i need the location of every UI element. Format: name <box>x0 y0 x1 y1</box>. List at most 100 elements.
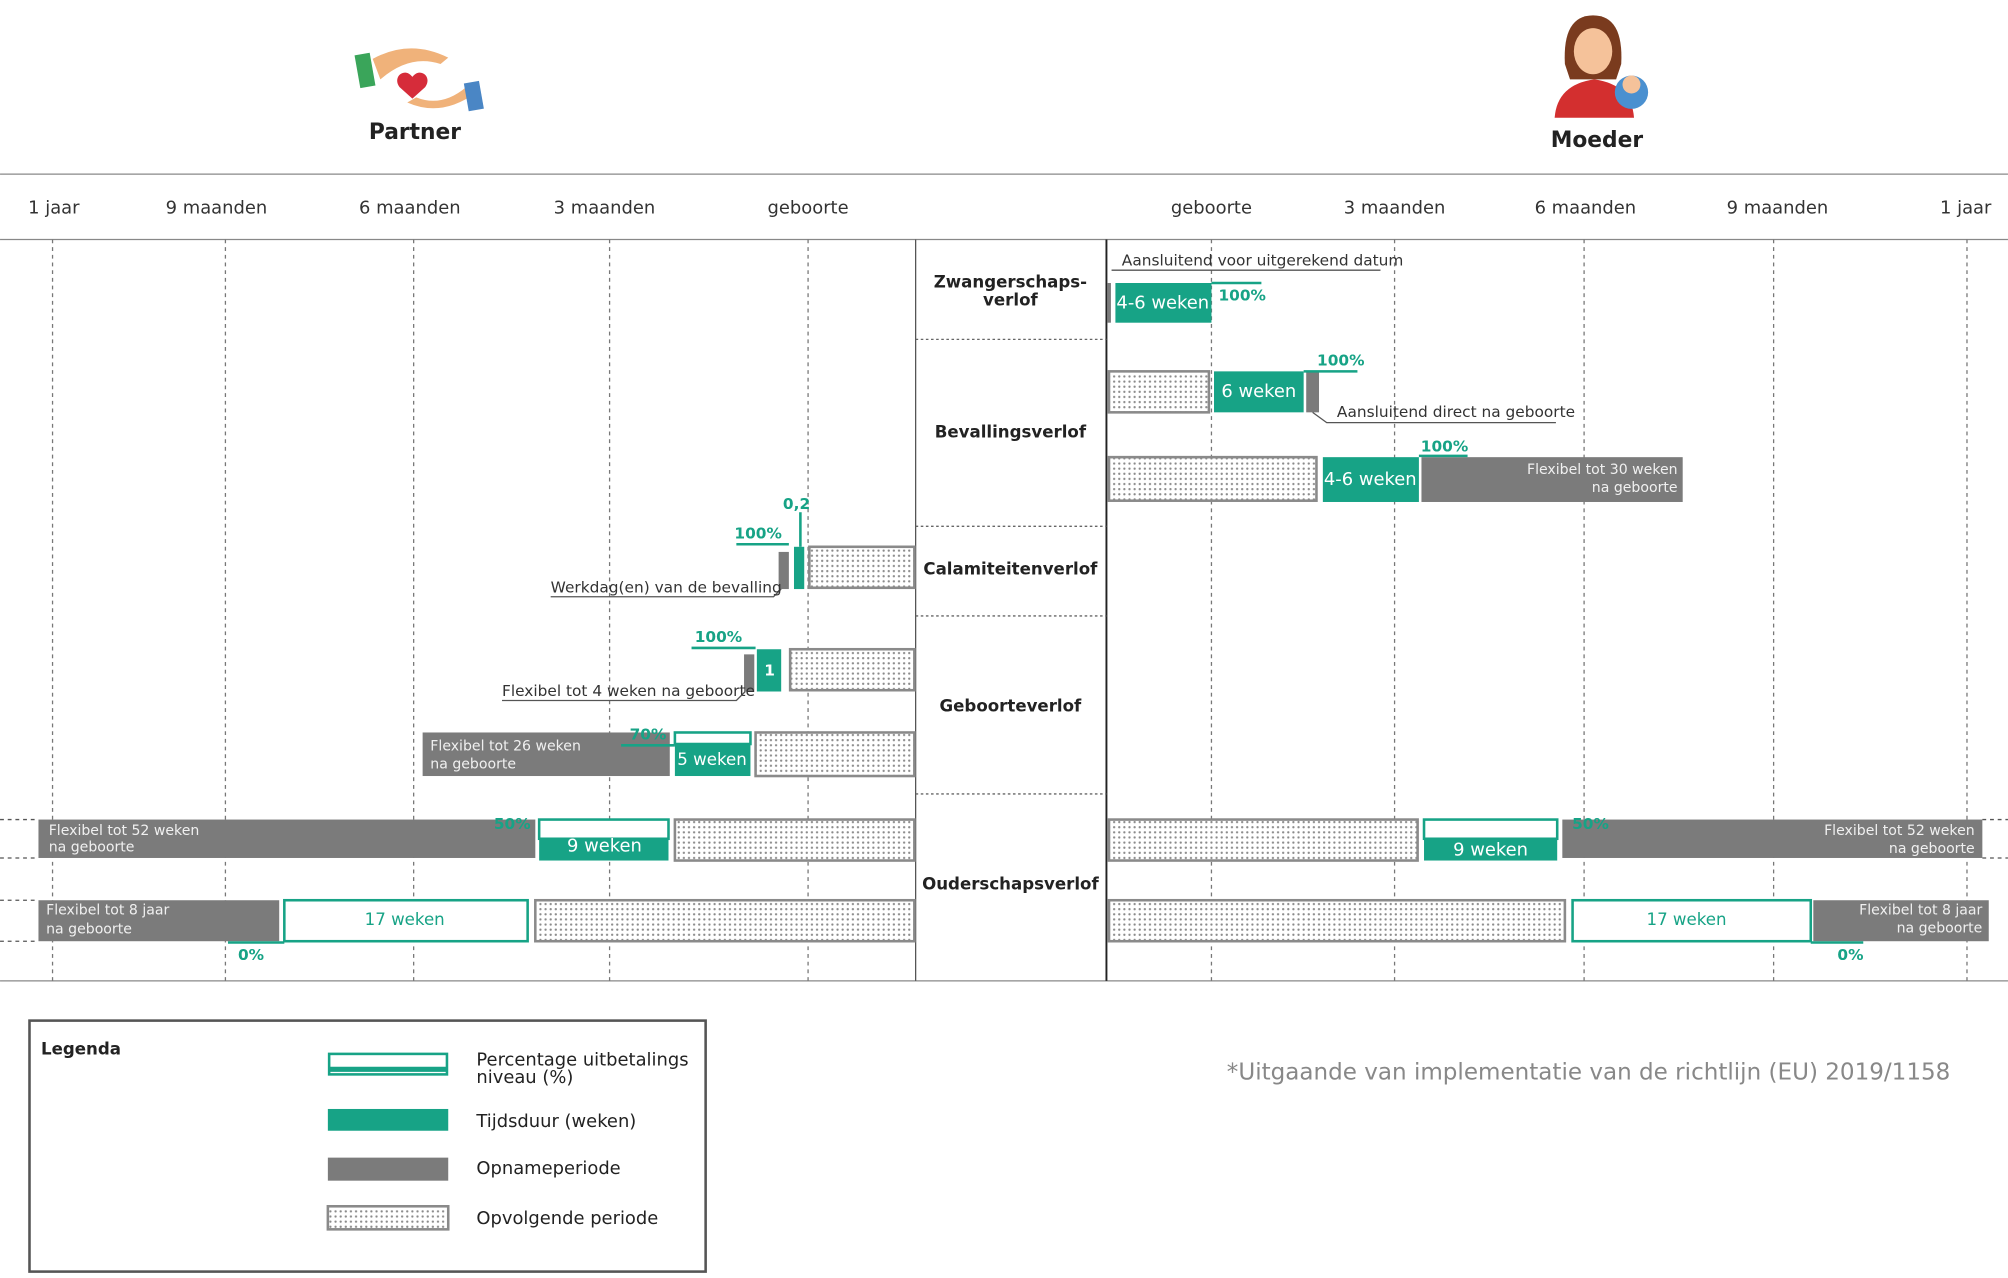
percentage-bar <box>1571 898 1813 943</box>
follow-period <box>808 545 916 590</box>
axis-label: 3 maanden <box>554 198 656 219</box>
period-text: na geboorte <box>430 756 516 772</box>
axis-label: 1 jaar <box>28 198 80 219</box>
axis-label: 9 maanden <box>166 198 268 219</box>
follow-period <box>1107 898 1567 943</box>
duration <box>539 838 669 861</box>
percentage: 100% <box>1218 286 1265 304</box>
axis-label: 6 maanden <box>1535 198 1637 219</box>
axis-label: 9 maanden <box>1727 198 1829 219</box>
period-text: Flexibel tot 52 weken <box>49 823 200 839</box>
note: Werkdag(en) van de bevalling <box>551 578 782 596</box>
axis-label: geboorte <box>1171 198 1252 219</box>
percentage: 100% <box>1421 437 1468 455</box>
period <box>422 732 670 777</box>
follow-period <box>1107 455 1318 502</box>
duration: 4-6 weken <box>1324 469 1417 490</box>
percentage: 0,2 <box>783 495 810 513</box>
follow-period <box>1107 818 1419 862</box>
side-title: Partner <box>369 120 461 145</box>
period <box>778 551 789 590</box>
follow-period <box>326 1205 450 1231</box>
legend-text: Opvolgende periode <box>476 1208 658 1229</box>
footnote: *Uitgaande van implementatie van de rich… <box>1227 1060 1951 1086</box>
note: Flexibel tot 4 weken na geboorte <box>502 682 755 700</box>
follow-period <box>788 647 916 692</box>
legend-title: Legenda <box>41 1040 121 1059</box>
axis-label: 3 maanden <box>1344 198 1446 219</box>
duration: 17 weken <box>1647 910 1727 929</box>
percentage-bar <box>283 898 529 943</box>
period-text: na geboorte <box>49 840 135 856</box>
duration: 17 weken <box>365 910 445 929</box>
percentage-bar <box>1422 818 1559 841</box>
period <box>1421 457 1683 502</box>
leader <box>502 691 746 702</box>
duration <box>793 546 805 590</box>
period-text: Flexibel tot 52 weken <box>1824 823 1975 839</box>
follow-period <box>673 818 916 862</box>
duration <box>756 649 782 692</box>
period-text: Flexibel tot 8 jaar <box>46 902 169 918</box>
category-label: Calamiteitenverlof <box>923 559 1098 578</box>
legend-swatch <box>327 1108 449 1131</box>
category-label: Bevallingsverlof <box>935 422 1087 441</box>
legend-swatch <box>327 1157 449 1181</box>
duration <box>1115 283 1212 323</box>
legend-text: Percentage uitbetalings <box>476 1049 688 1070</box>
period <box>744 654 755 692</box>
duration <box>674 744 751 777</box>
percentage-bar <box>673 731 752 746</box>
legend-text: Tijdsduur (weken) <box>475 1111 636 1132</box>
period-text: Flexibel tot 26 weken <box>430 739 581 755</box>
note: Aansluitend voor uitgerekend datum <box>1122 252 1404 270</box>
leader <box>1312 411 1556 424</box>
period <box>1562 819 1983 858</box>
note: Aansluitend direct na geboorte <box>1337 403 1575 421</box>
duration <box>1322 457 1419 502</box>
duration: 1 <box>764 662 775 680</box>
percentage: 100% <box>1317 352 1364 370</box>
period-text: na geboorte <box>1889 841 1975 857</box>
duration: 4-6 weken <box>1116 292 1209 313</box>
partner-icon <box>354 48 484 112</box>
duration <box>1214 371 1304 413</box>
follow-period <box>754 731 916 778</box>
axis-label: 1 jaar <box>1940 198 1992 219</box>
legend-text: Opnameperiode <box>476 1158 620 1179</box>
percentage: 100% <box>695 628 742 646</box>
axis-label: 6 maanden <box>359 198 461 219</box>
period <box>1306 371 1320 413</box>
period-text: na geboorte <box>1897 920 1983 936</box>
duration <box>1424 838 1558 861</box>
percentage: 100% <box>734 524 781 542</box>
period-text: Flexibel tot 8 jaar <box>1859 902 1982 918</box>
period-text: na geboorte <box>46 922 132 938</box>
percentage: 50% <box>1572 815 1609 833</box>
percentage: 50% <box>494 815 531 833</box>
period <box>38 900 280 942</box>
percentage: 0% <box>238 946 264 964</box>
axis-label: geboorte <box>768 198 849 219</box>
leader <box>550 588 782 598</box>
percentage: 70% <box>630 726 667 744</box>
period <box>38 819 536 858</box>
legend-text: niveau (%) <box>476 1067 573 1088</box>
side-title: Moeder <box>1551 128 1644 153</box>
moeder-icon <box>1554 15 1649 118</box>
follow-period <box>1107 370 1211 414</box>
period <box>1813 900 1989 942</box>
category-label: verlof <box>983 290 1038 309</box>
duration: 9 weken <box>567 835 642 856</box>
category-label: Zwangerschaps- <box>934 273 1087 292</box>
category-label: Ouderschapsverlof <box>922 874 1099 893</box>
follow-period <box>534 898 916 943</box>
duration: 5 weken <box>677 750 747 769</box>
duration: 6 weken <box>1221 381 1296 402</box>
duration: 9 weken <box>1453 839 1528 860</box>
period-text: na geboorte <box>1592 480 1678 496</box>
category-label: Geboorteverlof <box>940 696 1083 715</box>
percentage: 0% <box>1837 946 1863 964</box>
period-text: Flexibel tot 30 weken <box>1527 462 1678 478</box>
